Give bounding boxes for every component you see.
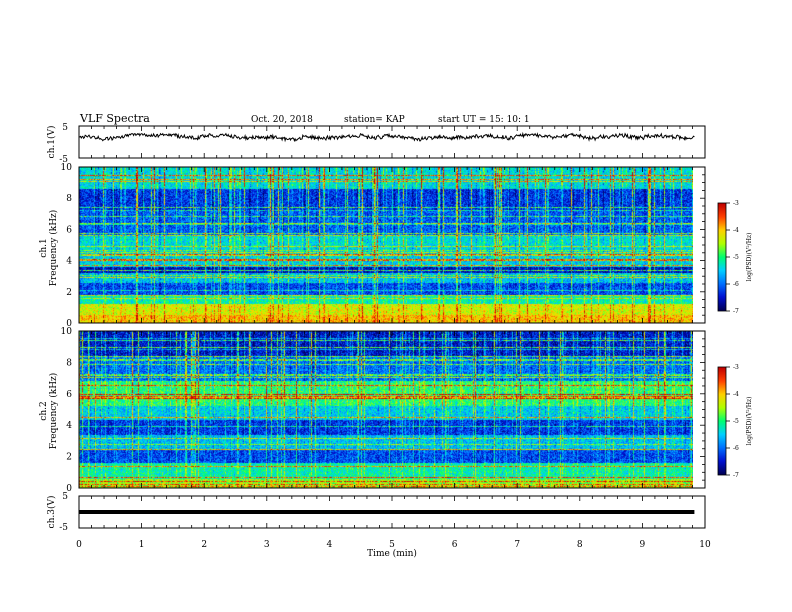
- colorbar-tick-label: -3: [733, 200, 739, 207]
- colorbar-tick-label: -7: [733, 308, 739, 315]
- freq-tick-label: 10: [61, 163, 73, 173]
- colorbar-tick-label: -5: [733, 254, 739, 261]
- ch3-ytick-bottom: -5: [59, 523, 68, 533]
- station-label: station= KAP: [344, 115, 405, 125]
- colorbar-tick-label: -3: [733, 364, 739, 371]
- freq-tick-label: 10: [61, 327, 73, 337]
- ch2-spectrogram-ylabel-b: Frequency (kHz): [48, 373, 59, 450]
- ch2-spectrogram-panel: ch.2 Frequency (kHz) 0 2 4 6 8 10: [39, 327, 706, 494]
- ch1-waveform-ylabel: ch.1(V): [46, 126, 57, 159]
- x-tick-label: 8: [577, 540, 583, 550]
- figure-title: VLF Spectra: [79, 112, 150, 125]
- ch1-spectrogram-panel: ch.1 Frequency (kHz) 0 2 4 6 8 10: [39, 163, 706, 329]
- start-ut-label: start UT = 15: 10: 1: [438, 115, 530, 125]
- x-axis-tick-labels: 0 1 2 3 4 5 6 7 8 9 10: [76, 540, 711, 550]
- ch1-ytick-bottom: -5: [59, 155, 68, 165]
- ch1-colorbar-label: log(PSD)(V²/Hz): [746, 233, 753, 282]
- freq-tick-label: 2: [66, 288, 72, 298]
- ch1-colorbar-scale: [718, 203, 726, 311]
- ch1-spectrogram-ylabel-b: Frequency (kHz): [48, 210, 59, 287]
- x-tick-label: 4: [327, 540, 333, 550]
- ch2-colorbar-ticks: -3 -4 -5 -6 -7: [726, 364, 739, 479]
- freq-tick-label: 6: [66, 390, 72, 400]
- colorbar-tick-label: -7: [733, 472, 739, 479]
- ch2-spectrogram-frame: [78, 330, 706, 489]
- ch1-waveform-trace: [78, 131, 695, 143]
- colorbar-tick-label: -4: [733, 227, 739, 234]
- ch1-colorbar-ticks: -3 -4 -5 -6 -7: [726, 200, 739, 315]
- ch3-waveform-frame: [78, 495, 706, 529]
- colorbar-tick-label: -6: [733, 281, 739, 288]
- colorbar-tick-label: -6: [733, 445, 739, 452]
- freq-tick-label: 8: [66, 358, 72, 368]
- x-axis-label: Time (min): [367, 548, 417, 559]
- freq-tick-label: 0: [66, 484, 72, 494]
- freq-tick-label: 0: [66, 319, 72, 329]
- ch1-spectrogram-frame: [78, 166, 706, 324]
- freq-tick-label: 4: [66, 257, 72, 267]
- ch2-colorbar: -3 -4 -5 -6 -7 log(PSD)(V²/Hz): [717, 364, 753, 479]
- ch1-colorbar: -3 -4 -5 -6 -7 log(PSD)(V²/Hz): [717, 200, 753, 315]
- ch1-waveform-ticks: [78, 126, 706, 158]
- ch2-colorbar-scale: [718, 367, 726, 475]
- x-tick-label: 5: [389, 540, 395, 550]
- x-tick-label: 1: [139, 540, 145, 550]
- ch2-spectrogram-heatmap: [79, 331, 693, 488]
- x-tick-label: 10: [699, 540, 711, 550]
- ch1-ytick-top: 5: [62, 123, 68, 133]
- ch3-waveform-ylabel: ch.3(V): [46, 496, 57, 529]
- x-tick-label: 3: [264, 540, 270, 550]
- x-tick-label: 0: [76, 540, 82, 550]
- date-label: Oct. 20, 2018: [251, 115, 313, 125]
- colorbar-tick-label: -5: [733, 418, 739, 425]
- ch1-spectrogram-ylabel-a: ch.1: [39, 238, 49, 257]
- x-tick-label: 9: [640, 540, 646, 550]
- freq-tick-label: 8: [66, 194, 72, 204]
- colorbar-tick-label: -4: [733, 391, 739, 398]
- ch3-waveform-panel: ch.3(V) 5 -5: [46, 492, 706, 533]
- ch1-waveform-frame: [78, 125, 706, 159]
- freq-tick-label: 6: [66, 225, 72, 235]
- x-tick-label: 2: [201, 540, 207, 550]
- freq-tick-label: 2: [66, 453, 72, 463]
- ch2-colorbar-label: log(PSD)(V²/Hz): [746, 397, 753, 446]
- x-tick-label: 7: [514, 540, 520, 550]
- ch3-ytick-top: 5: [62, 492, 68, 502]
- ch2-spectrogram-ylabel-a: ch.2: [39, 401, 49, 420]
- x-tick-label: 6: [452, 540, 458, 550]
- ch1-spectrogram-heatmap: [79, 167, 693, 323]
- ch1-waveform-panel: ch.1(V) 5 -5: [46, 123, 706, 165]
- freq-tick-label: 4: [66, 421, 72, 431]
